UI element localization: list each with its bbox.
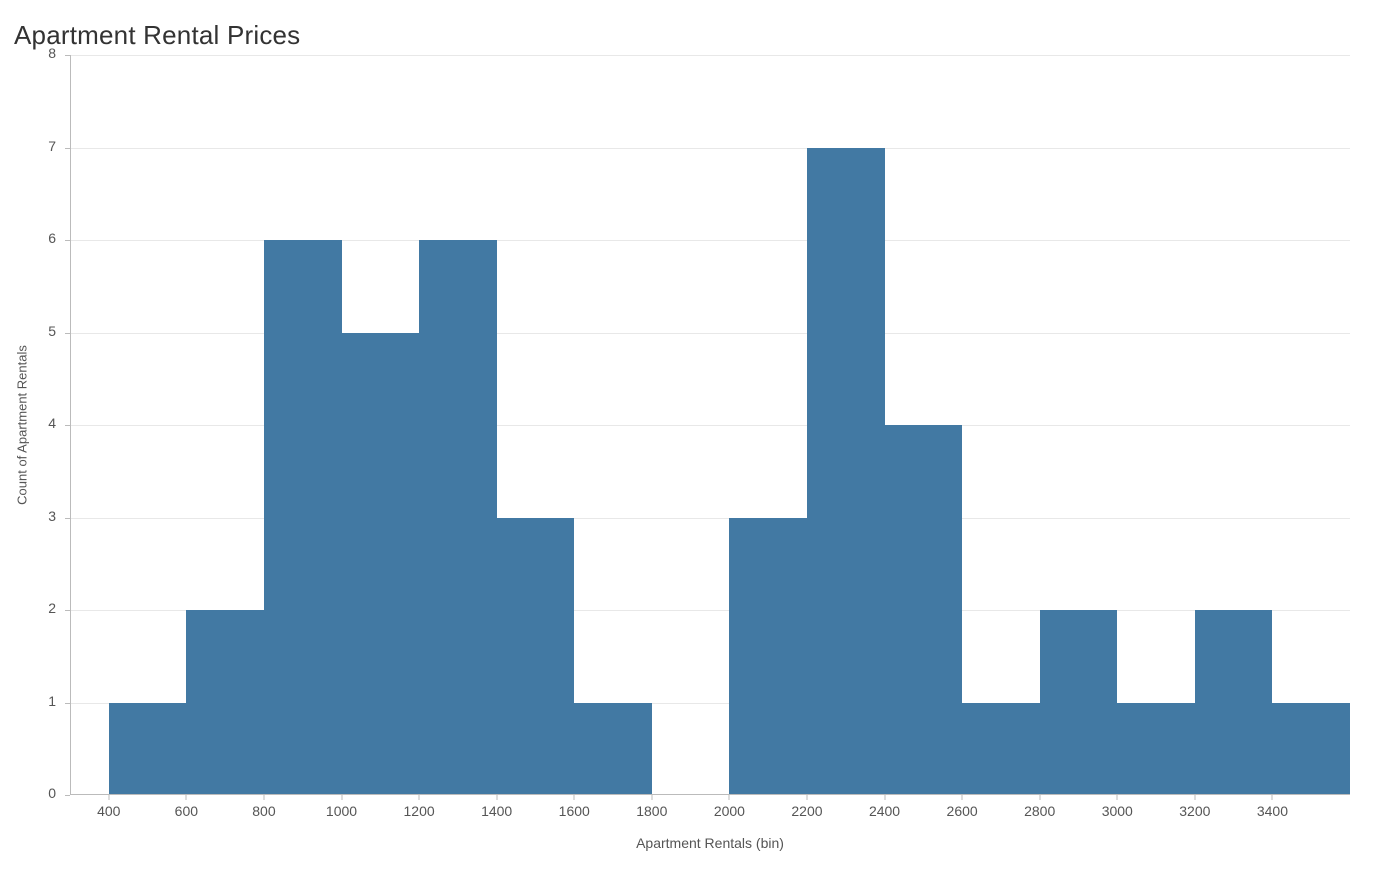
x-axis-title: Apartment Rentals (bin) (636, 835, 784, 851)
x-tick-mark (419, 795, 420, 800)
x-tick-label: 1200 (404, 803, 435, 819)
y-tick-mark (65, 610, 70, 611)
x-tick-mark (1194, 795, 1195, 800)
y-tick-mark (65, 240, 70, 241)
x-tick-mark (1039, 795, 1040, 800)
plot-area: Count of Apartment Rentals Apartment Ren… (70, 55, 1350, 795)
x-tick-label: 800 (252, 803, 275, 819)
x-tick-label: 2200 (791, 803, 822, 819)
x-tick-label: 3400 (1257, 803, 1288, 819)
x-tick-mark (651, 795, 652, 800)
y-tick-mark (65, 425, 70, 426)
x-tick-mark (1117, 795, 1118, 800)
y-tick-mark (65, 518, 70, 519)
x-tick-mark (186, 795, 187, 800)
x-tick-mark (1272, 795, 1273, 800)
x-tick-label: 2600 (947, 803, 978, 819)
x-tick-label: 1800 (636, 803, 667, 819)
x-tick-label: 3200 (1179, 803, 1210, 819)
y-tick-mark (65, 333, 70, 334)
x-tick-label: 3000 (1102, 803, 1133, 819)
y-tick-mark (65, 148, 70, 149)
x-tick-mark (108, 795, 109, 800)
x-tick-label: 2000 (714, 803, 745, 819)
x-tick-label: 2400 (869, 803, 900, 819)
x-tick-mark (806, 795, 807, 800)
x-tick-mark (496, 795, 497, 800)
x-tick-mark (962, 795, 963, 800)
x-tick-label: 1000 (326, 803, 357, 819)
x-tick-label: 2800 (1024, 803, 1055, 819)
y-tick-mark (65, 795, 70, 796)
x-tick-mark (574, 795, 575, 800)
x-tick-label: 1400 (481, 803, 512, 819)
x-tick-label: 1600 (559, 803, 590, 819)
y-tick-mark (65, 55, 70, 56)
x-tick-mark (263, 795, 264, 800)
y-tick-mark (65, 703, 70, 704)
x-tick-mark (884, 795, 885, 800)
x-tick-mark (341, 795, 342, 800)
x-tick-label: 400 (97, 803, 120, 819)
x-tick-mark (729, 795, 730, 800)
histogram-container: Apartment Rental Prices Count of Apartme… (0, 0, 1400, 889)
chart-title: Apartment Rental Prices (14, 20, 1380, 51)
ticks-layer: 0123456784006008001000120014001600180020… (70, 55, 1350, 795)
y-axis-title: Count of Apartment Rentals (15, 345, 30, 505)
x-tick-label: 600 (175, 803, 198, 819)
